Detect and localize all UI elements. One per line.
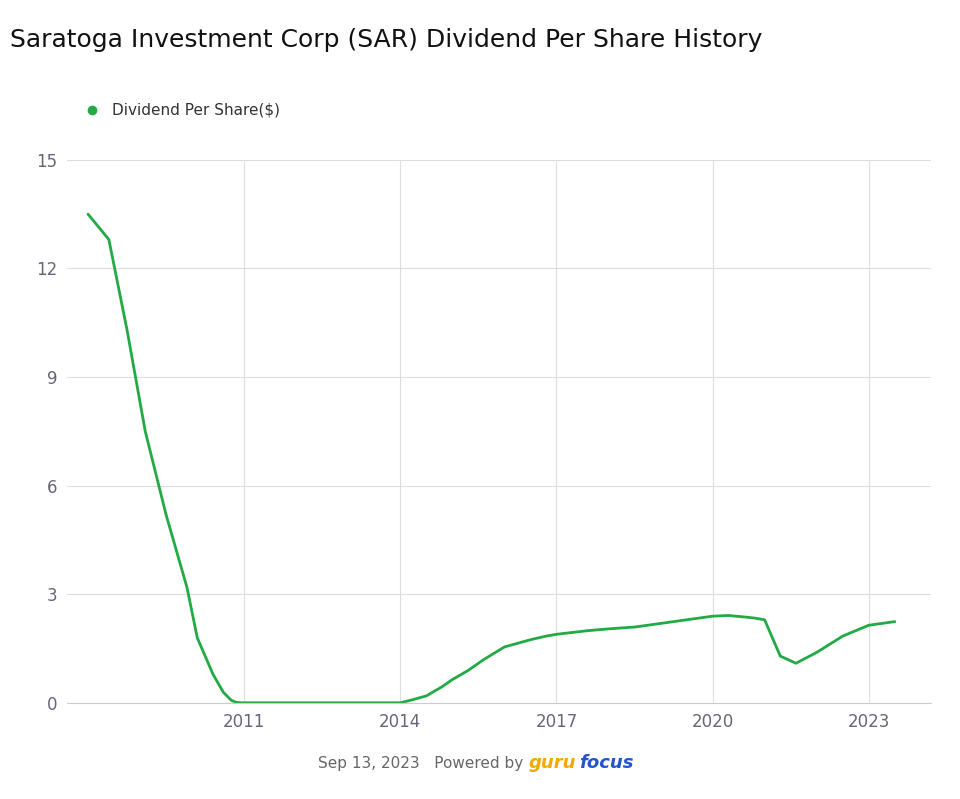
Text: focus: focus <box>579 754 634 772</box>
Text: Saratoga Investment Corp (SAR) Dividend Per Share History: Saratoga Investment Corp (SAR) Dividend … <box>10 28 762 52</box>
Legend: Dividend Per Share($): Dividend Per Share($) <box>70 97 286 124</box>
Text: guru: guru <box>529 754 576 772</box>
Text: Sep 13, 2023   Powered by: Sep 13, 2023 Powered by <box>318 756 528 770</box>
